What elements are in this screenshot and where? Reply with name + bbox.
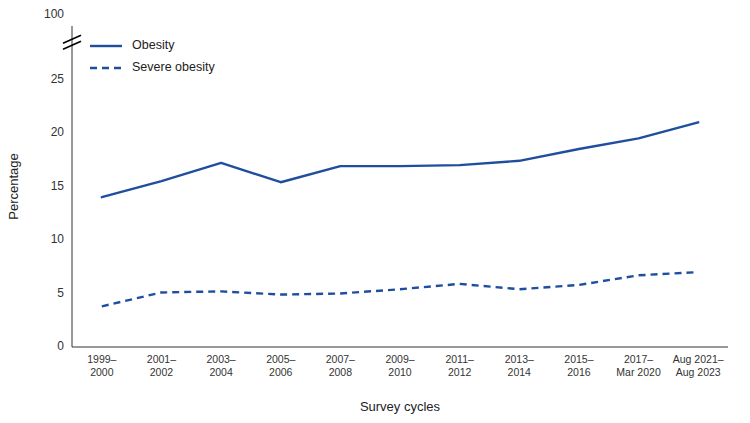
series-line xyxy=(102,122,698,197)
y-tick-label: 20 xyxy=(51,125,65,139)
x-tick-label: 2003–2004 xyxy=(206,353,235,378)
legend-swatch xyxy=(90,45,122,47)
axis-break-label: 100 xyxy=(44,7,64,21)
y-tick-label: 5 xyxy=(57,286,64,300)
x-tick-label: 2001–2002 xyxy=(147,353,176,378)
x-tick-label: 2011–2012 xyxy=(445,353,474,378)
x-tick-label: 2015–2016 xyxy=(564,353,593,378)
y-tick-label: 10 xyxy=(51,232,65,246)
y-tick-label: 0 xyxy=(57,339,64,353)
legend-label: Obesity xyxy=(132,38,175,52)
y-tick-label: 15 xyxy=(51,179,65,193)
plot-area xyxy=(102,122,698,306)
series-line xyxy=(102,272,698,306)
x-tick-label: 2009–2010 xyxy=(385,353,414,378)
x-tick-label: Aug 2021–Aug 2023 xyxy=(673,353,724,378)
x-tick-label: 2007–2008 xyxy=(326,353,355,378)
y-axis-title: Percentage xyxy=(6,153,21,220)
y-tick-label: 25 xyxy=(51,72,65,86)
x-tick-label: 2013–2014 xyxy=(505,353,534,378)
x-axis-line xyxy=(72,347,728,348)
x-tick-label: 2017–Mar 2020 xyxy=(616,353,661,378)
x-axis-title: Survey cycles xyxy=(360,399,441,414)
x-tick-label: 1999–2000 xyxy=(87,353,116,378)
legend-swatch xyxy=(90,67,122,69)
chart-svg: 0 5 10 15 20 25 100 1999–2000 2001–2002 2003–2004… xyxy=(0,0,750,423)
legend-label: Severe obesity xyxy=(132,60,215,74)
axis-break-mark xyxy=(63,35,81,43)
legend: Obesity Severe obesity xyxy=(90,38,215,74)
axis-break xyxy=(63,35,81,49)
x-tick-label: 2005–2006 xyxy=(266,353,295,378)
y-axis-line xyxy=(72,26,73,347)
chart-container: 0 5 10 15 20 25 100 1999–2000 2001–2002 2003–2004… xyxy=(0,0,750,423)
